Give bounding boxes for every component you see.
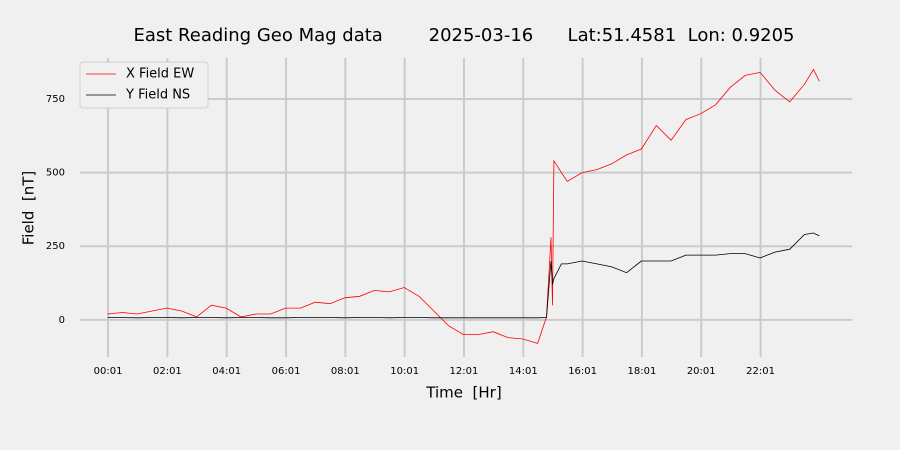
legend-label: X Field EW (126, 67, 194, 82)
x-tick-label: 02:01 (153, 366, 182, 377)
chart-title: East Reading Geo Mag data 2025-03-16 Lat… (133, 25, 794, 46)
x-tick-label: 08:01 (331, 366, 360, 377)
x-tick-label: 22:01 (746, 366, 775, 377)
line-series (107, 232, 820, 319)
y-tick-label: 250 (46, 241, 65, 252)
x-tick-label: 12:01 (450, 366, 479, 377)
x-tick-label: 10:01 (390, 366, 419, 377)
legend-label: Y Field NS (125, 88, 190, 103)
x-tick-label: 20:01 (687, 366, 716, 377)
y-axis-label: Field [nT] (20, 171, 38, 246)
legend-box (79, 61, 209, 109)
x-tick-label: 00:01 (94, 366, 123, 377)
legend: X Field EW Y Field NS (79, 61, 209, 109)
x-tick-label: 06:01 (272, 366, 301, 377)
x-tick-label: 04:01 (212, 366, 241, 377)
y-tick-label: 750 (46, 94, 65, 105)
line-series (107, 68, 820, 344)
y-tick-label: 500 (46, 168, 65, 179)
x-tick-label: 14:01 (509, 366, 538, 377)
x-axis-label: Time [Hr] (425, 384, 501, 402)
x-tick-label: 16:01 (568, 366, 597, 377)
y-tick-label: 0 (59, 315, 65, 326)
x-tick-label: 18:01 (628, 366, 657, 377)
